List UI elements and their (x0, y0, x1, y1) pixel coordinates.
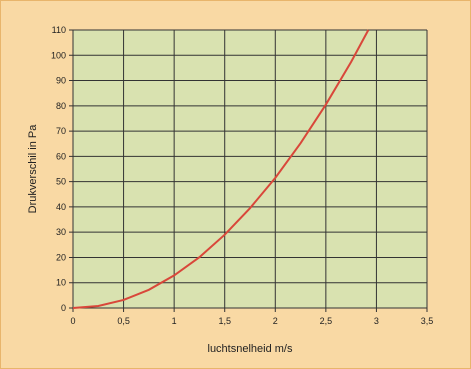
y-axis-label: Drukverschil in Pa (27, 124, 39, 214)
x-tick-label: 1,5 (218, 316, 231, 326)
y-tick-label: 110 (52, 25, 66, 35)
y-tick-label: 0 (61, 303, 66, 313)
y-tick-label: 10 (56, 278, 66, 288)
x-tick-label: 2,5 (320, 316, 333, 326)
y-tick-label: 90 (56, 76, 66, 86)
x-tick-label: 3 (374, 316, 379, 326)
y-tick-label: 30 (56, 227, 66, 237)
x-tick-label: 0,5 (117, 316, 130, 326)
series-line (72, 29, 370, 309)
x-axis-label: luchtsnelheid m/s (208, 343, 293, 355)
y-tick-label: 100 (51, 50, 66, 60)
x-tick-label: 2 (273, 316, 278, 326)
y-tick-labels: 0 10 20 30 40 50 60 70 80 90 100 110 (51, 25, 66, 313)
plot-area (73, 30, 427, 308)
grid-lines (69, 29, 428, 312)
y-tick-label: 70 (56, 126, 66, 136)
y-tick-label: 60 (56, 151, 66, 161)
x-tick-label: 0 (70, 316, 75, 326)
y-tick-label: 20 (56, 252, 66, 262)
x-tick-label: 3,5 (421, 316, 434, 326)
y-tick-label: 80 (56, 101, 66, 111)
x-tick-labels: 0 0,5 1 1,5 2 2,5 3 3,5 (70, 316, 433, 326)
y-tick-label: 40 (56, 202, 66, 212)
x-tick-label: 1 (172, 316, 177, 326)
y-tick-label: 50 (56, 177, 66, 187)
